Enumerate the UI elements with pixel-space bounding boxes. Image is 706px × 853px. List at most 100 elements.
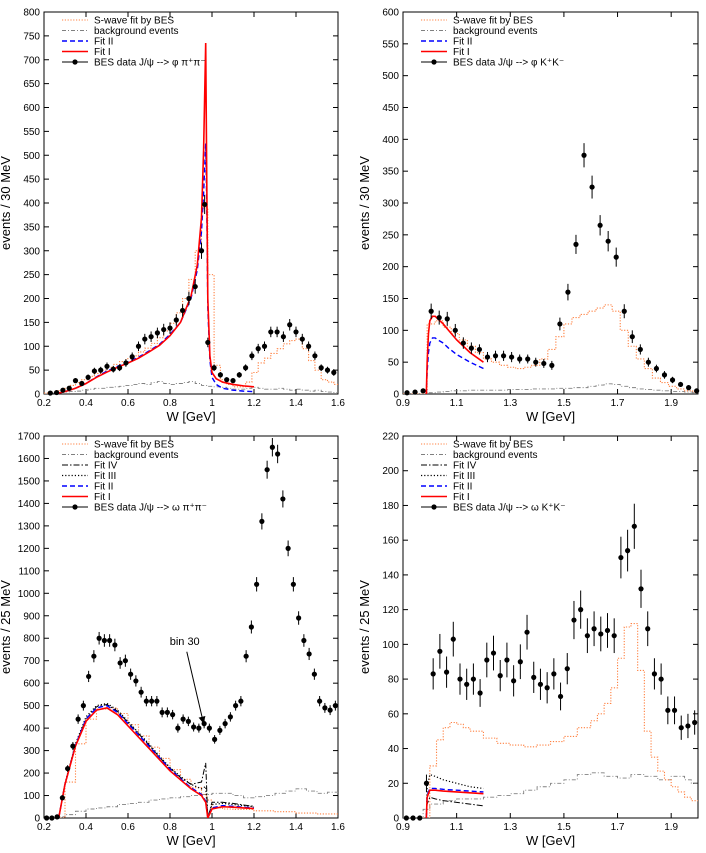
series-bg-line — [54, 788, 338, 818]
y-tick-label: 1200 — [18, 544, 41, 555]
plot-frame — [43, 11, 339, 395]
data-point — [248, 624, 254, 630]
y-tick-label: 450 — [382, 103, 399, 114]
series-fit2-line — [425, 787, 484, 818]
legend-label: Fit III — [453, 471, 475, 482]
data-point — [597, 222, 603, 228]
data-point — [581, 152, 587, 158]
data-point — [404, 390, 410, 396]
data-point — [143, 698, 149, 704]
annotation-arrow — [186, 651, 205, 724]
data-point — [661, 372, 668, 378]
data-point — [677, 381, 684, 388]
y-tick-label: 700 — [23, 55, 40, 66]
y-tick-label: 80 — [388, 675, 400, 686]
legend-swatch-marker — [72, 59, 78, 65]
data-point — [591, 626, 597, 632]
series-bg-line — [403, 772, 698, 818]
legend-label: Fit I — [453, 47, 470, 58]
data-points — [44, 438, 338, 821]
legend-label: BES data J/ψ --> φ π⁺π⁻ — [94, 58, 206, 69]
y-tick-label: 900 — [23, 611, 40, 622]
data-point — [233, 703, 239, 709]
y-tick-label: 250 — [382, 230, 399, 241]
data-point — [430, 671, 436, 677]
data-point — [410, 815, 416, 821]
data-points — [404, 143, 700, 396]
data-point — [450, 636, 456, 642]
y-tick-label: 0 — [393, 390, 399, 401]
series-swave-line — [403, 304, 698, 394]
data-point — [457, 676, 463, 682]
legend-label: Fit II — [453, 37, 472, 48]
y-tick-label: 300 — [23, 746, 40, 757]
y-tick-label: 200 — [382, 466, 399, 477]
y-tick-label: 180 — [382, 501, 399, 512]
x-axis-label: W [GeV] — [166, 833, 215, 848]
data-point — [629, 334, 635, 340]
data-point — [72, 378, 79, 384]
data-point — [96, 635, 102, 641]
x-tick-label: 1.9 — [664, 398, 678, 409]
legend-label: BES data J/ψ --> ω π⁺π⁻ — [94, 503, 207, 514]
y-axis-label: events / 30 MeV — [357, 156, 372, 250]
data-point — [227, 714, 233, 720]
y-tick-label: 300 — [382, 199, 399, 210]
plot-frame — [402, 11, 699, 395]
data-point — [85, 374, 91, 380]
x-tick-label: 1.5 — [557, 822, 571, 833]
data-point — [417, 815, 423, 821]
data-point — [185, 718, 191, 724]
data-point — [317, 698, 323, 704]
y-tick-label: 20 — [388, 779, 400, 790]
y-tick-label: 250 — [23, 270, 40, 281]
x-tick-label: 0.6 — [121, 398, 135, 409]
data-point — [692, 719, 698, 726]
legend-swatch-marker — [431, 59, 437, 65]
y-tick-label: 550 — [23, 127, 40, 138]
data-point — [91, 653, 97, 659]
data-point — [290, 581, 296, 587]
y-tick-label: 550 — [382, 39, 399, 50]
data-point — [584, 633, 590, 639]
data-point — [544, 685, 550, 691]
data-point — [285, 545, 291, 551]
series-swave-line — [423, 622, 698, 818]
y-tick-label: 1300 — [18, 521, 41, 532]
data-point — [484, 354, 491, 360]
y-tick-label: 800 — [23, 8, 40, 19]
x-tick-label: 1.4 — [289, 822, 303, 833]
data-point — [436, 315, 442, 321]
y-tick-label: 100 — [382, 640, 399, 651]
data-point — [238, 698, 244, 704]
data-point — [604, 627, 611, 634]
data-point — [613, 254, 619, 260]
y-tick-label: 160 — [382, 536, 399, 547]
y-tick-label: 40 — [388, 744, 400, 755]
data-point — [148, 334, 154, 340]
data-point — [470, 676, 476, 682]
data-point — [477, 690, 483, 696]
y-tick-label: 0 — [34, 814, 40, 825]
data-point — [464, 681, 470, 687]
chart-panel-1: 0.2 0.4 0.6 0.8 1 1.2 1.4 1.6 0 50 100 150 200 250 300… — [0, 8, 345, 425]
data-point — [331, 369, 337, 376]
y-tick-label: 500 — [23, 151, 40, 162]
annotation-arrowhead — [198, 716, 206, 724]
y-tick-label: 500 — [382, 71, 399, 82]
legend-label: Fit I — [94, 492, 111, 503]
data-point — [557, 693, 564, 700]
x-tick-label: 0.8 — [163, 398, 177, 409]
series-fit3-line — [58, 702, 255, 818]
data-point — [86, 673, 92, 680]
data-point — [296, 615, 302, 621]
y-tick-label: 200 — [382, 262, 399, 273]
data-point — [468, 345, 474, 351]
data-point — [91, 368, 97, 374]
data-point — [651, 671, 658, 677]
x-tick-label: 1.7 — [611, 398, 625, 409]
data-point — [541, 360, 547, 367]
legend-label: Fit IV — [94, 461, 118, 472]
